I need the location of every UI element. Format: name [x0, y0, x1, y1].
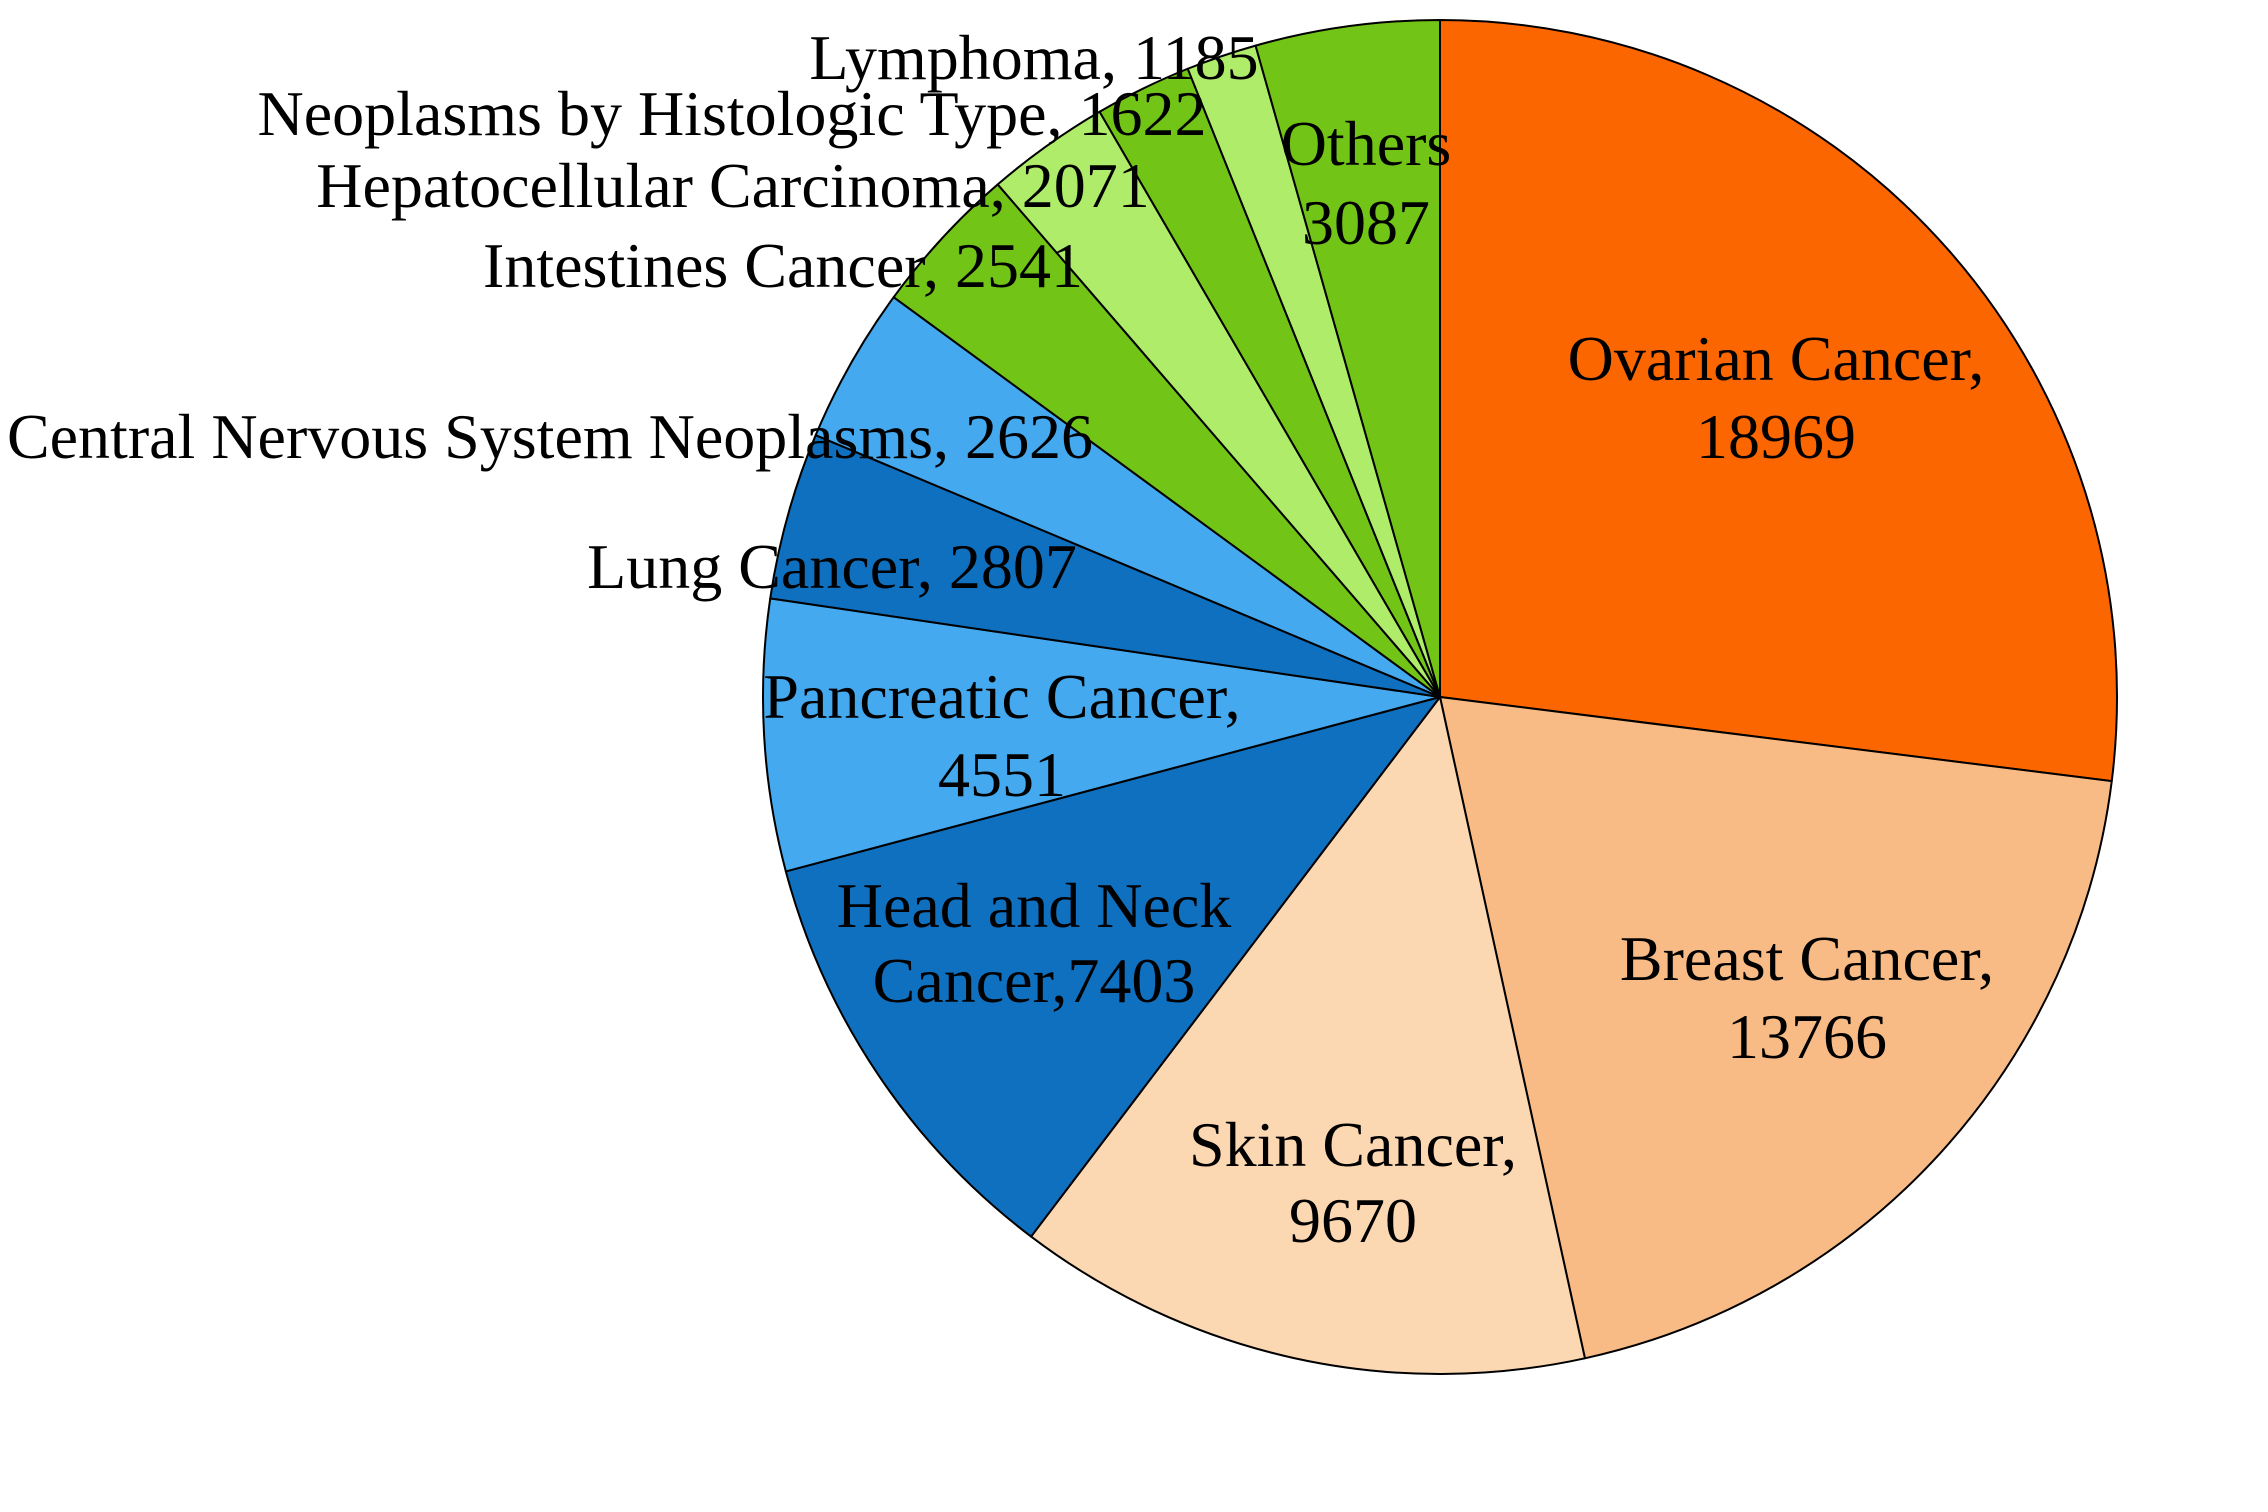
svg-text:18969: 18969: [1696, 401, 1856, 472]
svg-text:Lung Cancer, 2807: Lung Cancer, 2807: [587, 531, 1077, 602]
svg-text:Central Nervous System Neoplas: Central Nervous System Neoplasms, 2626: [7, 401, 1093, 472]
svg-text:4551: 4551: [938, 739, 1066, 810]
svg-text:Hepatocellular Carcinoma, 2071: Hepatocellular Carcinoma, 2071: [316, 150, 1149, 221]
svg-text:Ovarian Cancer,: Ovarian Cancer,: [1568, 323, 1985, 394]
svg-text:Pancreatic Cancer,: Pancreatic Cancer,: [763, 661, 1240, 732]
svg-text:Cancer,7403: Cancer,7403: [873, 945, 1196, 1016]
svg-text:Others: Others: [1281, 108, 1452, 179]
svg-text:Lymphoma, 1185: Lymphoma, 1185: [809, 22, 1258, 93]
svg-text:Head and Neck: Head and Neck: [837, 870, 1231, 941]
svg-text:13766: 13766: [1727, 1001, 1887, 1072]
svg-text:9670: 9670: [1289, 1185, 1417, 1256]
svg-text:Breast Cancer,: Breast Cancer,: [1620, 923, 1994, 994]
svg-text:Intestines Cancer, 2541: Intestines Cancer, 2541: [483, 230, 1083, 301]
svg-text:Skin Cancer,: Skin Cancer,: [1189, 1109, 1517, 1180]
svg-text:Neoplasms by Histologic Type,: Neoplasms by Histologic Type, 1622: [258, 78, 1207, 149]
svg-text:3087: 3087: [1302, 187, 1430, 258]
